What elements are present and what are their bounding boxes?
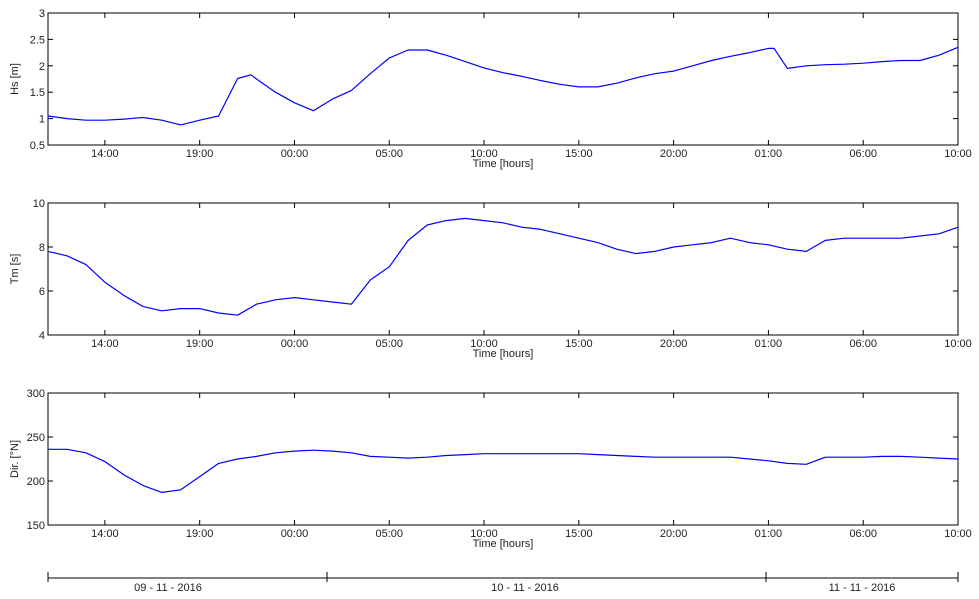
y-axis-label: Dir. [°N] — [9, 440, 21, 478]
y-tick-label: 1 — [39, 114, 45, 126]
x-tick-label: 15:00 — [565, 338, 593, 350]
plot-frame — [47, 12, 959, 146]
x-tick-label: 01:00 — [755, 338, 783, 350]
x-tick-label: 15:00 — [565, 528, 593, 540]
x-tick-label: 10:00 — [944, 148, 972, 160]
x-tick-label: 10:00 — [944, 528, 972, 540]
x-tick-label: 10:00 — [944, 338, 972, 350]
x-axis-label: Time [hours] — [473, 348, 534, 360]
y-tick-label: 10 — [33, 198, 45, 210]
x-tick-label: 06:00 — [849, 338, 877, 350]
x-tick-label: 20:00 — [660, 528, 688, 540]
y-tick-label: 300 — [27, 388, 45, 400]
date-bar: 09 - 11 - 2016 10 - 11 - 2016 11 - 11 - … — [47, 572, 959, 594]
y-axis-label: Hs [m] — [9, 63, 21, 95]
x-tick-label: 05:00 — [375, 528, 403, 540]
x-tick-label: 14:00 — [91, 148, 119, 160]
x-tick-label: 00:00 — [281, 528, 309, 540]
x-axis-label: Time [hours] — [473, 538, 534, 550]
y-tick-label: 200 — [27, 476, 45, 488]
x-tick-label: 19:00 — [186, 148, 214, 160]
x-tick-label: 06:00 — [849, 148, 877, 160]
y-tick-label: 4 — [39, 330, 45, 342]
date-label-3: 11 - 11 - 2016 — [829, 582, 896, 594]
x-tick-label: 10:00 — [470, 528, 498, 540]
y-tick-label: 150 — [27, 520, 45, 532]
date-label-1: 09 - 11 - 2016 — [134, 582, 202, 594]
x-tick-label: 20:00 — [660, 148, 688, 160]
x-tick-label: 01:00 — [755, 528, 783, 540]
series-line — [47, 217, 959, 316]
plot-frame — [47, 202, 959, 336]
x-tick-label: 20:00 — [660, 338, 688, 350]
y-tick-label: 0.5 — [30, 140, 45, 152]
x-tick-label: 15:00 — [565, 148, 593, 160]
y-tick-label: 2 — [39, 61, 45, 73]
x-tick-label: 00:00 — [281, 338, 309, 350]
panel-3: 150 200 250 300 14:00 19:00 00:00 05:00 10:00 15:… — [9, 388, 972, 550]
y-tick-label: 1.5 — [30, 87, 45, 99]
x-tick-label: 14:00 — [91, 338, 119, 350]
x-tick-label: 10:00 — [470, 338, 498, 350]
x-tick-label: 06:00 — [849, 528, 877, 540]
panel-1: 0.5 1 1.5 2 2.5 3 14:00 19:00 00:00 05:00 10:00 15:… — [9, 8, 972, 170]
x-tick-label: 05:00 — [375, 338, 403, 350]
y-tick-label: 2.5 — [30, 34, 45, 46]
series-line — [47, 46, 959, 126]
y-tick-label: 250 — [27, 432, 45, 444]
y-tick-label: 8 — [39, 242, 45, 254]
y-axis-label: Tm [s] — [9, 254, 21, 285]
panel-2: 4 6 8 10 14:00 19:00 00:00 05:00 10:00 15:00 20:00… — [9, 198, 972, 360]
date-label-2: 10 - 11 - 2016 — [491, 582, 559, 594]
series-line — [48, 448, 959, 493]
x-axis-label: Time [hours] — [473, 158, 534, 170]
y-tick-label: 6 — [39, 286, 45, 298]
x-tick-label: 14:00 — [91, 528, 119, 540]
x-tick-label: 10:00 — [470, 148, 498, 160]
x-tick-label: 19:00 — [186, 528, 214, 540]
x-tick-label: 05:00 — [375, 148, 403, 160]
x-tick-label: 19:00 — [186, 338, 214, 350]
y-tick-label: 3 — [39, 8, 45, 20]
x-tick-label: 00:00 — [281, 148, 309, 160]
x-tick-label: 01:00 — [755, 148, 783, 160]
